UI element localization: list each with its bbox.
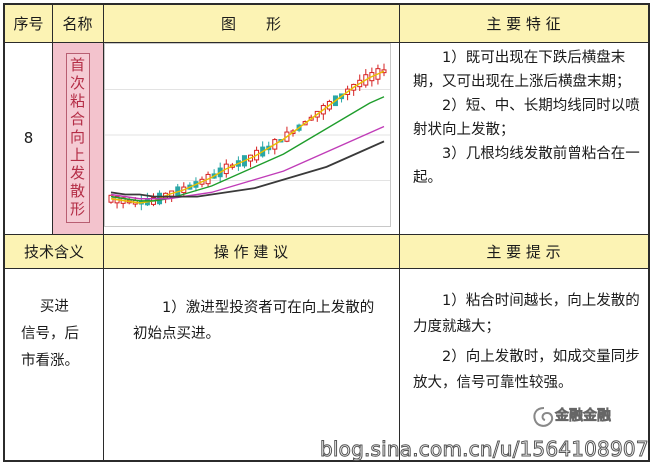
pattern-number: 8 (5, 42, 52, 234)
header-index-label: 序号 (13, 15, 44, 33)
feature-item-2: 2）短、中、长期均线同时以喷射状向上发散； (413, 98, 640, 138)
pattern-name: 首次粘合向上发散形 (68, 57, 86, 219)
series-line-3 (110, 140, 385, 198)
pattern-number-label: 8 (23, 129, 34, 147)
header-index: 序号 (5, 5, 52, 42)
header-features-label: 主 要 特 征 (486, 15, 561, 33)
watermark-url: blog.sina.com.cn/u/1564108907 (320, 437, 650, 462)
grid-line (103, 5, 104, 460)
advice-cell: 1）激进型投资者可在向上发散的初始点买进。 (103, 268, 399, 460)
tips-cell: 1）粘合时间越长，向上发散的力度就越大； 2）向上发散时，如成交量同步放大，信号… (399, 268, 648, 460)
grid-line (5, 42, 648, 43)
header-figure: 图 形 (103, 5, 399, 42)
header-name-label: 名称 (62, 15, 93, 33)
features-cell: 1）既可出现在下跌后横盘末期，又可出现在上涨后横盘末期； 2）短、中、长期均线同… (399, 42, 648, 234)
feature-item-3: 3）几根均线发散前曾粘合在一起。 (413, 146, 640, 186)
meaning-cell: 买进信号，后市看涨。 (5, 268, 103, 460)
chart-panel (104, 43, 391, 227)
series-line-0 (110, 70, 385, 204)
header-meaning: 技术含义 (5, 234, 103, 268)
advice-text: 1）激进型投资者可在向上发散的初始点买进。 (133, 300, 375, 342)
pattern-name-cell: 首次粘合向上发散形 (52, 42, 103, 234)
tip-item-2: 2）向上发散时，如成交量同步放大，信号可靠性较强。 (413, 349, 640, 391)
grid-line (5, 234, 648, 235)
series-line-2 (110, 125, 385, 200)
header-meaning-label: 技术含义 (23, 242, 84, 261)
header-advice: 操 作 建 议 (103, 234, 399, 268)
watermark-logo: 金融金融 (555, 408, 612, 425)
swirl-icon (533, 407, 554, 427)
header-name: 名称 (52, 5, 103, 42)
feature-item-1: 1）既可出现在下跌后横盘末期，又可出现在上涨后横盘末期； (413, 50, 631, 90)
header-tips: 主 要 提 示 (399, 234, 648, 268)
header-figure-label: 图 形 (220, 15, 281, 33)
grid-line (399, 5, 400, 460)
moving-average-chart (105, 63, 390, 211)
header-features: 主 要 特 征 (399, 5, 648, 42)
pattern-name-box: 首次粘合向上发散形 (65, 53, 90, 223)
grid-line (52, 5, 53, 234)
header-advice-label: 操 作 建 议 (213, 242, 289, 261)
meaning-text: 买进信号，后市看涨。 (21, 299, 79, 369)
series-line-1 (110, 96, 385, 202)
header-tips-label: 主 要 提 示 (486, 242, 561, 261)
grid-line (5, 268, 648, 269)
pattern-table: 序号 名称 图 形 主 要 特 征 8 首次粘合向上发散形 1）既可出现在下跌后… (3, 3, 650, 462)
tip-item-1: 1）粘合时间越长，向上发散的力度就越大； (413, 293, 640, 335)
